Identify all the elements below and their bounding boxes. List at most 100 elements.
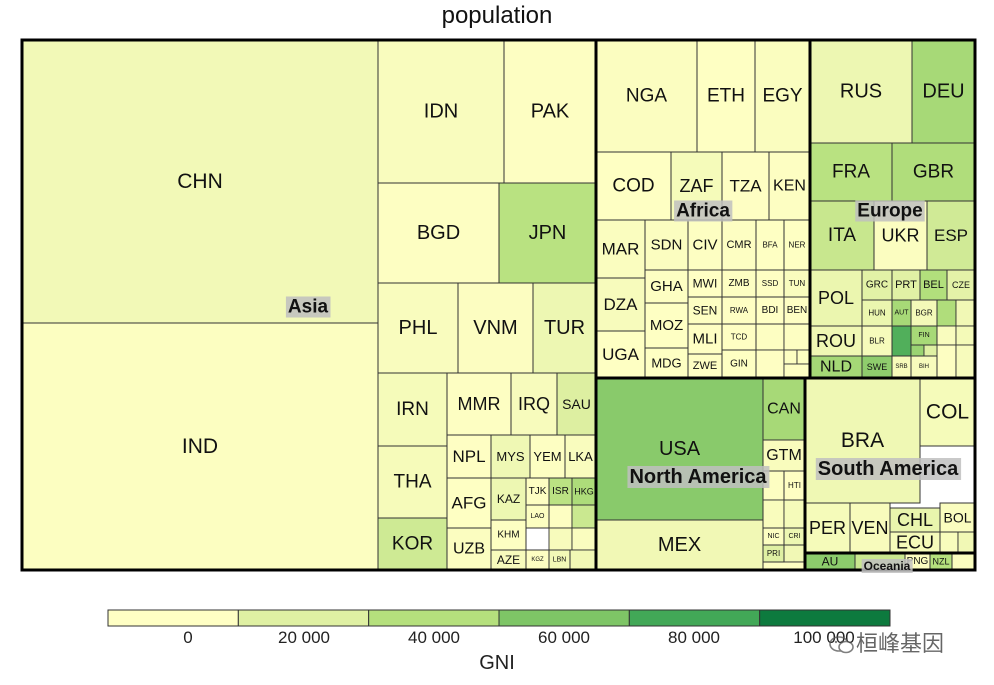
- country-label-swe: SWE: [867, 362, 888, 372]
- country-label-chl: CHL: [897, 510, 933, 530]
- treemap-cell-nga: [595, 39, 698, 153]
- treemap-cell-small-4: [569, 549, 597, 571]
- treemap-cell-lao: [525, 504, 550, 529]
- country-label-mdg: MDG: [651, 356, 681, 371]
- country-label-npl: NPL: [452, 447, 485, 466]
- country-label-ssd: SSD: [762, 279, 779, 288]
- country-label-fin: FIN: [918, 332, 929, 339]
- country-label-dza: DZA: [604, 295, 639, 314]
- country-label-khm: KHM: [497, 530, 519, 541]
- legend-title: GNI: [479, 652, 515, 674]
- treemap-cell-yem: [529, 434, 566, 479]
- treemap-cell-mmr: [446, 372, 512, 436]
- country-label-mli: MLI: [692, 331, 717, 348]
- treemap-cell-kor: [377, 517, 448, 571]
- country-label-mys: MYS: [496, 449, 525, 464]
- country-label-esp: ESP: [934, 226, 968, 245]
- treemap-cell-col: [919, 377, 976, 447]
- country-label-bel: BEL: [923, 279, 944, 291]
- treemap-cell-blr: [861, 325, 893, 357]
- country-label-tcd: TCD: [731, 333, 748, 342]
- country-label-lka: LKA: [568, 449, 593, 464]
- legend-swatch-2: [368, 609, 500, 627]
- treemap-cell-small-26: [957, 531, 976, 554]
- region-label-bg-0: [285, 296, 331, 318]
- country-label-sen: SEN: [693, 304, 718, 318]
- country-label-srb: SRB: [895, 364, 907, 370]
- legend-swatch-1: [237, 609, 370, 627]
- treemap-cell-deu: [911, 39, 976, 144]
- country-label-col: COL: [926, 401, 969, 424]
- treemap-cell-small-12: [910, 344, 925, 357]
- country-label-bfa: BFA: [762, 241, 778, 250]
- country-label-mar: MAR: [602, 240, 640, 259]
- country-label-ecu: ECU: [896, 533, 934, 553]
- country-label-pri: PRI: [767, 549, 780, 558]
- treemap-cell-khm: [490, 519, 527, 551]
- country-label-tjk: TJK: [529, 486, 547, 497]
- legend-tick-20000: 20 000: [278, 628, 330, 647]
- country-label-gtm: GTM: [766, 447, 802, 464]
- country-label-deu: DEU: [922, 81, 964, 103]
- country-label-tha: THA: [394, 472, 432, 493]
- treemap-cell-small-7: [936, 325, 957, 346]
- treemap-cell-small-9: [936, 344, 957, 379]
- treemap-cell-small-3: [571, 527, 597, 551]
- treemap-cell-bel: [919, 269, 948, 301]
- treemap-cell-moz: [644, 302, 689, 349]
- treemap-cell-gtm: [762, 439, 806, 472]
- treemap-cell-ben: [783, 296, 811, 325]
- treemap-cell-small-19: [783, 363, 811, 379]
- treemap-cell-tcd: [721, 323, 757, 351]
- treemap-cell-mar: [595, 219, 646, 279]
- country-label-ind: IND: [182, 435, 218, 458]
- legend-swatch-3: [498, 609, 630, 627]
- treemap-cell-usa: [595, 377, 764, 521]
- country-label-uga: UGA: [602, 345, 640, 364]
- country-label-cze: CZE: [952, 280, 970, 290]
- country-label-mex: MEX: [658, 534, 701, 556]
- country-label-vnm: VNM: [473, 317, 517, 339]
- treemap-cell-small-16: [755, 349, 785, 379]
- treemap-cell-sau: [556, 372, 597, 436]
- country-label-cod: COD: [612, 176, 654, 197]
- country-label-bra: BRA: [841, 429, 884, 452]
- treemap-cell-bfa: [755, 219, 785, 271]
- treemap-cell-tha: [377, 445, 448, 519]
- treemap-cell-pak: [503, 39, 597, 184]
- country-label-nld: NLD: [820, 359, 852, 376]
- country-label-rus: RUS: [840, 81, 882, 103]
- treemap-cell-chn: [21, 39, 379, 324]
- country-label-hun: HUN: [868, 309, 886, 318]
- legend-tick-60000: 60 000: [538, 628, 590, 647]
- country-label-blr: BLR: [869, 337, 885, 346]
- legend-tick-100000: 100 000: [793, 628, 855, 647]
- country-label-zwe: ZWE: [693, 360, 717, 372]
- treemap-cell-small-15: [783, 323, 811, 351]
- country-label-nga: NGA: [626, 86, 668, 107]
- country-label-jpn: JPN: [529, 222, 567, 244]
- treemap-cell-gin: [721, 349, 757, 379]
- treemap-cell-small-10: [955, 344, 976, 379]
- country-label-bgr: BGR: [915, 309, 933, 318]
- country-label-kor: KOR: [392, 534, 433, 555]
- treemap-cell-ind: [21, 322, 379, 571]
- treemap-cell-small-14: [755, 323, 785, 351]
- country-label-ukr: UKR: [881, 226, 919, 246]
- treemap-cell-bgd: [377, 182, 500, 284]
- country-label-aze: AZE: [497, 553, 520, 567]
- region-label-3: North America: [629, 466, 767, 488]
- chart-title: population: [441, 2, 553, 29]
- country-label-phl: PHL: [399, 317, 438, 339]
- legend-swatch-5: [759, 609, 891, 627]
- country-label-gin: GIN: [730, 359, 748, 370]
- treemap-cell-esp: [926, 200, 976, 271]
- country-label-aut: AUT: [895, 310, 910, 317]
- country-label-ner: NER: [789, 241, 806, 250]
- region-label-4: South America: [818, 458, 959, 480]
- country-label-grc: GRC: [866, 280, 888, 291]
- treemap-cell-per: [804, 502, 851, 554]
- treemap-cell-bol: [939, 502, 976, 533]
- country-label-isr: ISR: [552, 486, 569, 497]
